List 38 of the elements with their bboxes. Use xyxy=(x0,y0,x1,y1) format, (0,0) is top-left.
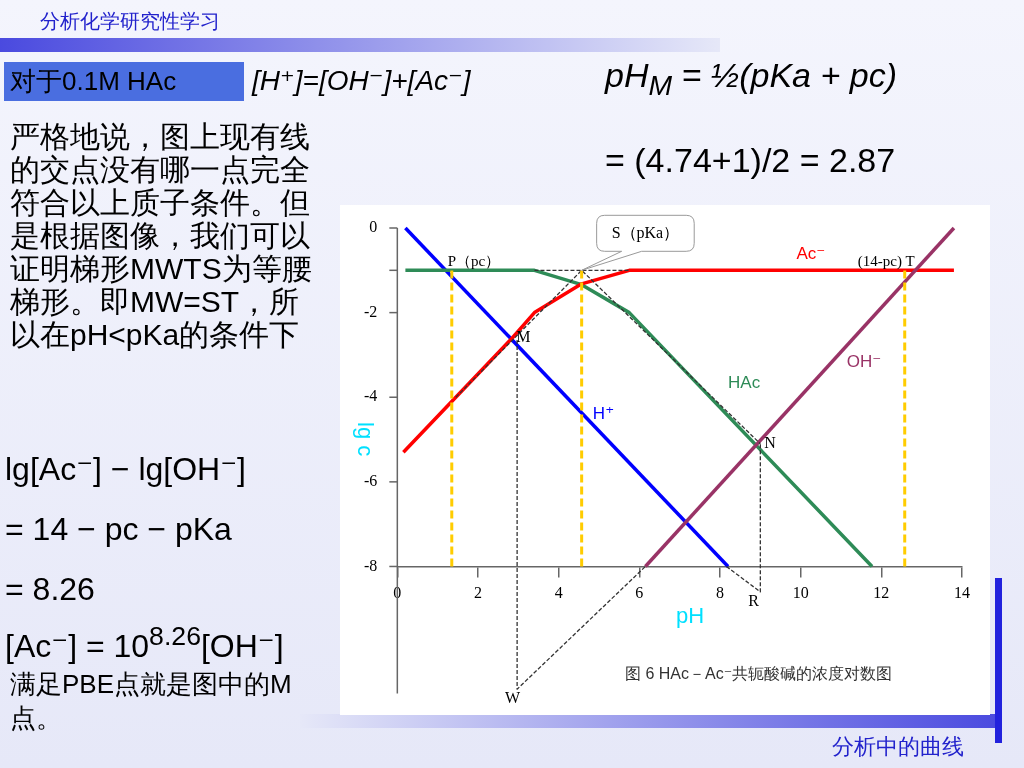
series-label: Ac⁻ xyxy=(796,244,826,263)
x-tick-label: 6 xyxy=(635,584,644,602)
ref-line-label: (14-pc) T xyxy=(857,253,915,271)
text: lg[Ac⁻] − lg[OH⁻] xyxy=(5,450,246,489)
text: [Ac⁻] = 10$^{8.26}$[OH⁻] xyxy=(5,620,284,666)
text: 分析中的曲线 xyxy=(832,734,964,761)
x-tick-label: 4 xyxy=(554,584,563,602)
text: 满足PBE点就是图中的M点。 xyxy=(10,668,293,735)
x-tick-label: 2 xyxy=(474,584,482,602)
x-tick-label: 14 xyxy=(954,584,970,602)
text: [H⁺]=[OH⁻]+[Ac⁻] xyxy=(252,64,471,98)
series-label: HAc xyxy=(728,373,761,393)
annotation: W xyxy=(505,689,522,707)
text: 分析化学研究性学习 xyxy=(40,9,220,34)
text: 对于0.1M HAc xyxy=(4,62,244,102)
x-tick-label: 10 xyxy=(792,584,809,602)
y-tick-label: 0 xyxy=(369,218,378,236)
text: = 8.26 xyxy=(5,570,95,609)
y-tick-label: -8 xyxy=(364,556,378,574)
x-tick-label: 12 xyxy=(873,584,890,602)
annotation: S（pKa） xyxy=(611,223,680,242)
y-tick-label: -6 xyxy=(364,472,378,490)
text: = 14 − pc − pKa xyxy=(5,510,232,549)
x-axis-title: pH xyxy=(675,602,705,628)
ref-line-label: P（pc） xyxy=(447,253,501,270)
y-axis-title: lg c xyxy=(352,422,378,457)
y-tick-label: -2 xyxy=(364,302,378,320)
series-label: OH⁻ xyxy=(846,352,882,372)
series-label: H⁺ xyxy=(592,403,615,423)
annotation: N xyxy=(764,433,777,451)
x-tick-label: 8 xyxy=(716,584,724,602)
text: 严格地说，图上现有线的交点没有哪一点完全符合以上质子条件。但是根据图像，我们可以证明梯形MWTS为等腰梯形。即MW=ST，所以在pH<pKa的条件下 xyxy=(10,120,313,351)
annotation: M xyxy=(516,328,531,346)
annotation: 图 6 HAc－Ac⁻共轭酸碱的浓度对数图 xyxy=(625,664,893,684)
annotation: R xyxy=(748,592,760,610)
text: pH$_{M}$ = ½(pKa + pc) xyxy=(605,55,897,103)
y-tick-label: -4 xyxy=(364,387,378,405)
text: = (4.74+1)/2 = 2.87 xyxy=(605,140,896,181)
